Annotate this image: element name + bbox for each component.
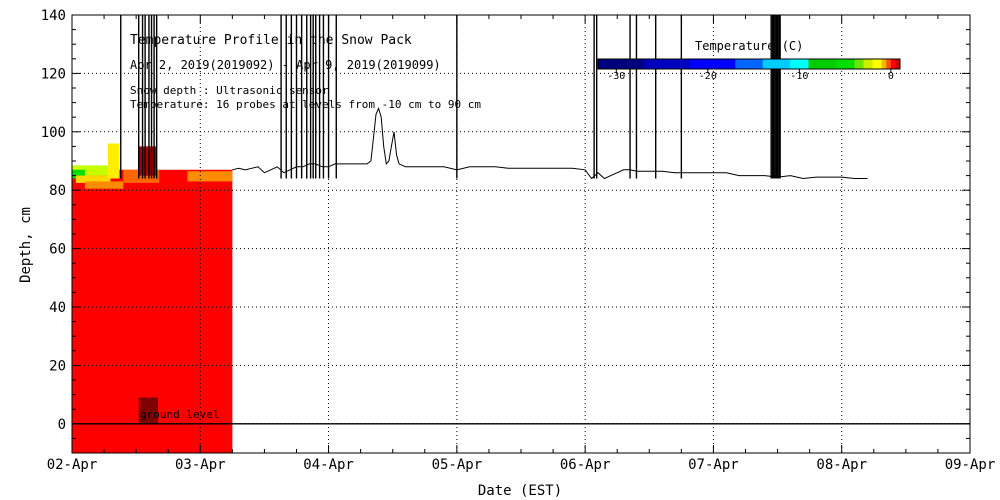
colorbar-segment-7 (835, 59, 855, 69)
colorbar-segment-11 (881, 59, 887, 69)
temperature-field-layer (72, 143, 233, 453)
chart-note-probes: Temperature: 16 probes at levels from -1… (130, 98, 481, 111)
x-tick-label-4: 06-Apr (560, 457, 611, 473)
colorbar-segment-10 (872, 59, 883, 69)
y-tick-label-60: 60 (49, 242, 66, 258)
snow-depth-layer (120, 15, 868, 180)
colorbar-tick-label-3: 0 (888, 71, 894, 82)
temperature-patch-1 (72, 169, 85, 179)
temperature-patch-7 (187, 171, 233, 182)
y-tick-label-0: 0 (58, 417, 66, 433)
colorbar-segment-0 (598, 59, 645, 69)
colorbar-tick-label-1: -20 (699, 71, 717, 82)
y-tick-label-20: 20 (49, 358, 66, 374)
chart-subtitle: Apr 2, 2019(2019092) - Apr 9, 2019(20190… (130, 58, 441, 72)
snow-depth-line (232, 106, 868, 180)
temperature-patch-0 (72, 165, 111, 176)
colorbar-segment-2 (689, 59, 736, 69)
temperature-patch-8 (138, 397, 158, 424)
x-tick-label-6: 08-Apr (816, 457, 867, 473)
axes-layer: 0 20 40 60 80 100 120 140 02-Apr 03-Apr 04-Apr 05-A… (41, 8, 996, 473)
colorbar: Temperature (C) -30 -20 -10 0 (597, 39, 901, 82)
colorbar-title: Temperature (C) (695, 39, 803, 53)
colorbar-segment-9 (863, 59, 874, 69)
y-tick-label-100: 100 (41, 125, 66, 141)
colorbar-segment-1 (643, 59, 691, 69)
x-tick-label-3: 05-Apr (432, 457, 483, 473)
colorbar-frame (597, 58, 901, 70)
colorbar-segment-14 (895, 59, 901, 69)
colorbar-tick-label-0: -30 (607, 71, 625, 82)
temperature-patch-4 (107, 143, 120, 179)
x-axis-label: Date (EST) (478, 483, 562, 499)
colorbar-segment-5 (790, 59, 809, 69)
colorbar-segment-12 (886, 59, 892, 69)
colorbar-scale: -30 -20 -10 0 (597, 58, 901, 82)
ground-level-label: ground level (140, 408, 219, 421)
chart-title: Temperature Profile in the Snow Pack (130, 33, 412, 48)
x-tick-label-0: 02-Apr (47, 457, 98, 473)
colorbar-tick-label-2: -10 (790, 71, 808, 82)
colorbar-segment-8 (854, 59, 864, 69)
x-tick-label-2: 04-Apr (303, 457, 354, 473)
x-tick-label-7: 09-Apr (945, 457, 996, 473)
temperature-patch-2 (75, 175, 111, 183)
y-tick-label-120: 120 (41, 66, 66, 82)
x-tick-label-5: 07-Apr (688, 457, 739, 473)
y-tick-label-140: 140 (41, 8, 66, 24)
temperature-patch-3 (84, 181, 124, 189)
y-axis-label: Depth, cm (18, 207, 34, 283)
y-tick-label-40: 40 (49, 300, 66, 316)
colorbar-segment-3 (735, 59, 764, 69)
colorbar-segment-13 (890, 59, 896, 69)
colorbar-segment-4 (762, 59, 791, 69)
grid-layer (72, 15, 970, 453)
x-tick-label-1: 03-Apr (175, 457, 226, 473)
y-tick-label-80: 80 (49, 183, 66, 199)
chart-note-sensor: Snow depth : Ultrasonic sensor (130, 84, 329, 97)
colorbar-segment-6 (808, 59, 837, 69)
